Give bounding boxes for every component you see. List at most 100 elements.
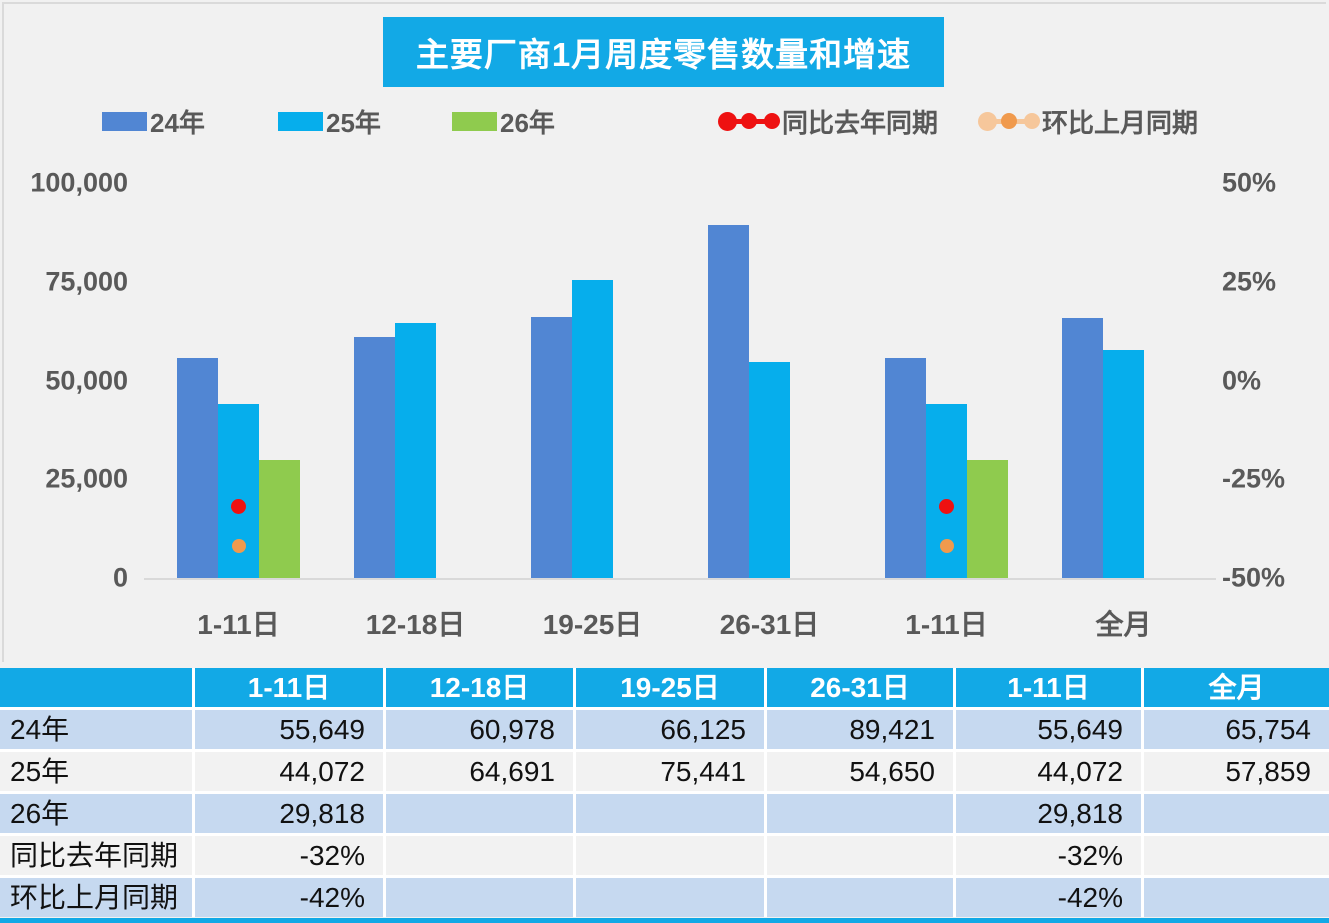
table-cell bbox=[767, 794, 953, 833]
table-cell bbox=[576, 836, 764, 875]
row-label: 同比去年同期 bbox=[0, 836, 192, 875]
legend-marker-同比去年同期 bbox=[718, 110, 780, 132]
table-cell: 64,691 bbox=[386, 752, 573, 791]
table-cell: 54,650 bbox=[767, 752, 953, 791]
marker-dot-环比上月同期-1-11日 bbox=[939, 539, 954, 554]
y-axis-left-tick: 100,000 bbox=[30, 167, 128, 198]
legend-label-同比去年同期: 同比去年同期 bbox=[782, 107, 939, 138]
y-axis-right-tick: 25% bbox=[1222, 266, 1277, 297]
legend-item-24年: 24年 bbox=[102, 104, 205, 138]
bar-24年-1-11日 bbox=[885, 358, 926, 578]
frame-border-top bbox=[2, 2, 1326, 4]
bar-24年-26-31日 bbox=[708, 224, 749, 578]
table-cell: 29,818 bbox=[956, 794, 1141, 833]
table-cell: 44,072 bbox=[956, 752, 1141, 791]
legend-swatch-25年 bbox=[278, 111, 323, 131]
table-cell: -42% bbox=[956, 878, 1141, 917]
marker-dot-同比去年同期-1-11日 bbox=[939, 499, 954, 515]
bar-24年-1-11日 bbox=[177, 358, 218, 578]
legend-label-环比上月同期: 环比上月同期 bbox=[1042, 107, 1199, 138]
legend-item-26年: 26年 bbox=[452, 104, 555, 138]
y-axis-left-tick: 25,000 bbox=[45, 463, 128, 494]
bar-24年-全月 bbox=[1062, 318, 1103, 578]
legend-marker-dot bbox=[978, 111, 997, 131]
table-cell bbox=[576, 878, 764, 917]
legend-item-环比上月同期: 环比上月同期 bbox=[978, 104, 1198, 138]
bar-25年-19-25日 bbox=[572, 280, 613, 578]
y-axis-right-tick: -25% bbox=[1222, 463, 1286, 494]
row-label: 26年 bbox=[0, 794, 192, 833]
table-cell: 44,072 bbox=[195, 752, 383, 791]
y-axis-left: 100,000 75,000 50,000 25,000 0 bbox=[0, 168, 128, 593]
table-cell bbox=[576, 794, 764, 833]
y-axis-right-tick: -50% bbox=[1222, 562, 1286, 593]
table-header-cell: 1-11日 bbox=[956, 668, 1141, 707]
bottom-accent-strip bbox=[0, 918, 1329, 923]
row-label: 环比上月同期 bbox=[0, 878, 192, 917]
legend-swatch-24年 bbox=[102, 111, 147, 131]
table-cell bbox=[386, 794, 573, 833]
table-header-cell: 1-11日 bbox=[195, 668, 383, 707]
legend-label-26年: 26年 bbox=[500, 107, 555, 138]
legend-marker-dot bbox=[1024, 113, 1040, 129]
bar-24年-12-18日 bbox=[354, 337, 395, 578]
legend-item-同比去年同期: 同比去年同期 bbox=[718, 104, 938, 138]
table-header-cell bbox=[0, 668, 192, 707]
bar-24年-19-25日 bbox=[531, 316, 572, 578]
table-cell: -32% bbox=[195, 836, 383, 875]
bar-26年-1-11日 bbox=[967, 460, 1008, 578]
legend-marker-dot bbox=[764, 113, 780, 129]
row-label: 25年 bbox=[0, 752, 192, 791]
table-cell: 57,859 bbox=[1144, 752, 1329, 791]
legend-marker-dot bbox=[718, 111, 737, 131]
table-cell: 66,125 bbox=[576, 710, 764, 749]
x-axis-label-19-25日: 19-25日 bbox=[542, 609, 643, 640]
y-axis-left-tick: 75,000 bbox=[45, 266, 128, 297]
legend-marker-dot bbox=[741, 113, 757, 129]
legend-marker-dot bbox=[1001, 113, 1017, 129]
y-axis-left-tick: 0 bbox=[112, 562, 128, 593]
table-cell: 29,818 bbox=[195, 794, 383, 833]
table-cell: 75,441 bbox=[576, 752, 764, 791]
table-cell: 60,978 bbox=[386, 710, 573, 749]
chart-title: 主要厂商1月周度零售数量和增速 bbox=[383, 17, 944, 87]
x-axis-label-全月: 全月 bbox=[1095, 609, 1152, 640]
table-cell bbox=[1144, 836, 1329, 875]
marker-dot-环比上月同期-1-11日 bbox=[231, 539, 246, 554]
y-axis-right-tick: 0% bbox=[1222, 365, 1262, 395]
y-axis-left-tick: 50,000 bbox=[45, 365, 128, 395]
table-cell: 55,649 bbox=[195, 710, 383, 749]
x-axis-baseline bbox=[144, 578, 1216, 580]
table-header-cell: 26-31日 bbox=[767, 668, 953, 707]
chart-legend: 24年 25年 26年 同比去年同期 环比上月同期 bbox=[0, 104, 1329, 138]
y-axis-right-tick: 50% bbox=[1222, 167, 1277, 198]
table-header-cell: 全月 bbox=[1144, 668, 1329, 707]
bar-25年-全月 bbox=[1103, 349, 1144, 578]
table-cell: 55,649 bbox=[956, 710, 1141, 749]
bar-25年-12-18日 bbox=[395, 322, 436, 578]
x-axis-label-26-31日: 26-31日 bbox=[719, 609, 820, 640]
plot-area: 1-11日 12-18日 19-25日 26-31日 1-11日 全月 bbox=[144, 183, 1216, 640]
table-cell: 65,754 bbox=[1144, 710, 1329, 749]
table-header-cell: 19-25日 bbox=[576, 668, 764, 707]
table-cell: 89,421 bbox=[767, 710, 953, 749]
table-cell bbox=[386, 836, 573, 875]
bar-25年-26-31日 bbox=[749, 362, 790, 578]
table-cell: -32% bbox=[956, 836, 1141, 875]
table-cell: -42% bbox=[195, 878, 383, 917]
legend-swatch-26年 bbox=[452, 111, 497, 131]
table-cell bbox=[1144, 878, 1329, 917]
bar-26年-1-11日 bbox=[259, 460, 300, 578]
x-axis-label-1-11日: 1-11日 bbox=[905, 609, 988, 640]
legend-label-25年: 25年 bbox=[326, 107, 381, 138]
marker-dot-同比去年同期-1-11日 bbox=[231, 499, 246, 515]
legend-item-25年: 25年 bbox=[278, 104, 381, 138]
table-header-cell: 12-18日 bbox=[386, 668, 573, 707]
y-axis-right: 50% 25% 0% -25% -50% bbox=[1222, 168, 1327, 593]
table-cell bbox=[767, 878, 953, 917]
table-cell bbox=[386, 878, 573, 917]
table-cell bbox=[1144, 794, 1329, 833]
row-label: 24年 bbox=[0, 710, 192, 749]
legend-marker-环比上月同期 bbox=[978, 110, 1040, 132]
